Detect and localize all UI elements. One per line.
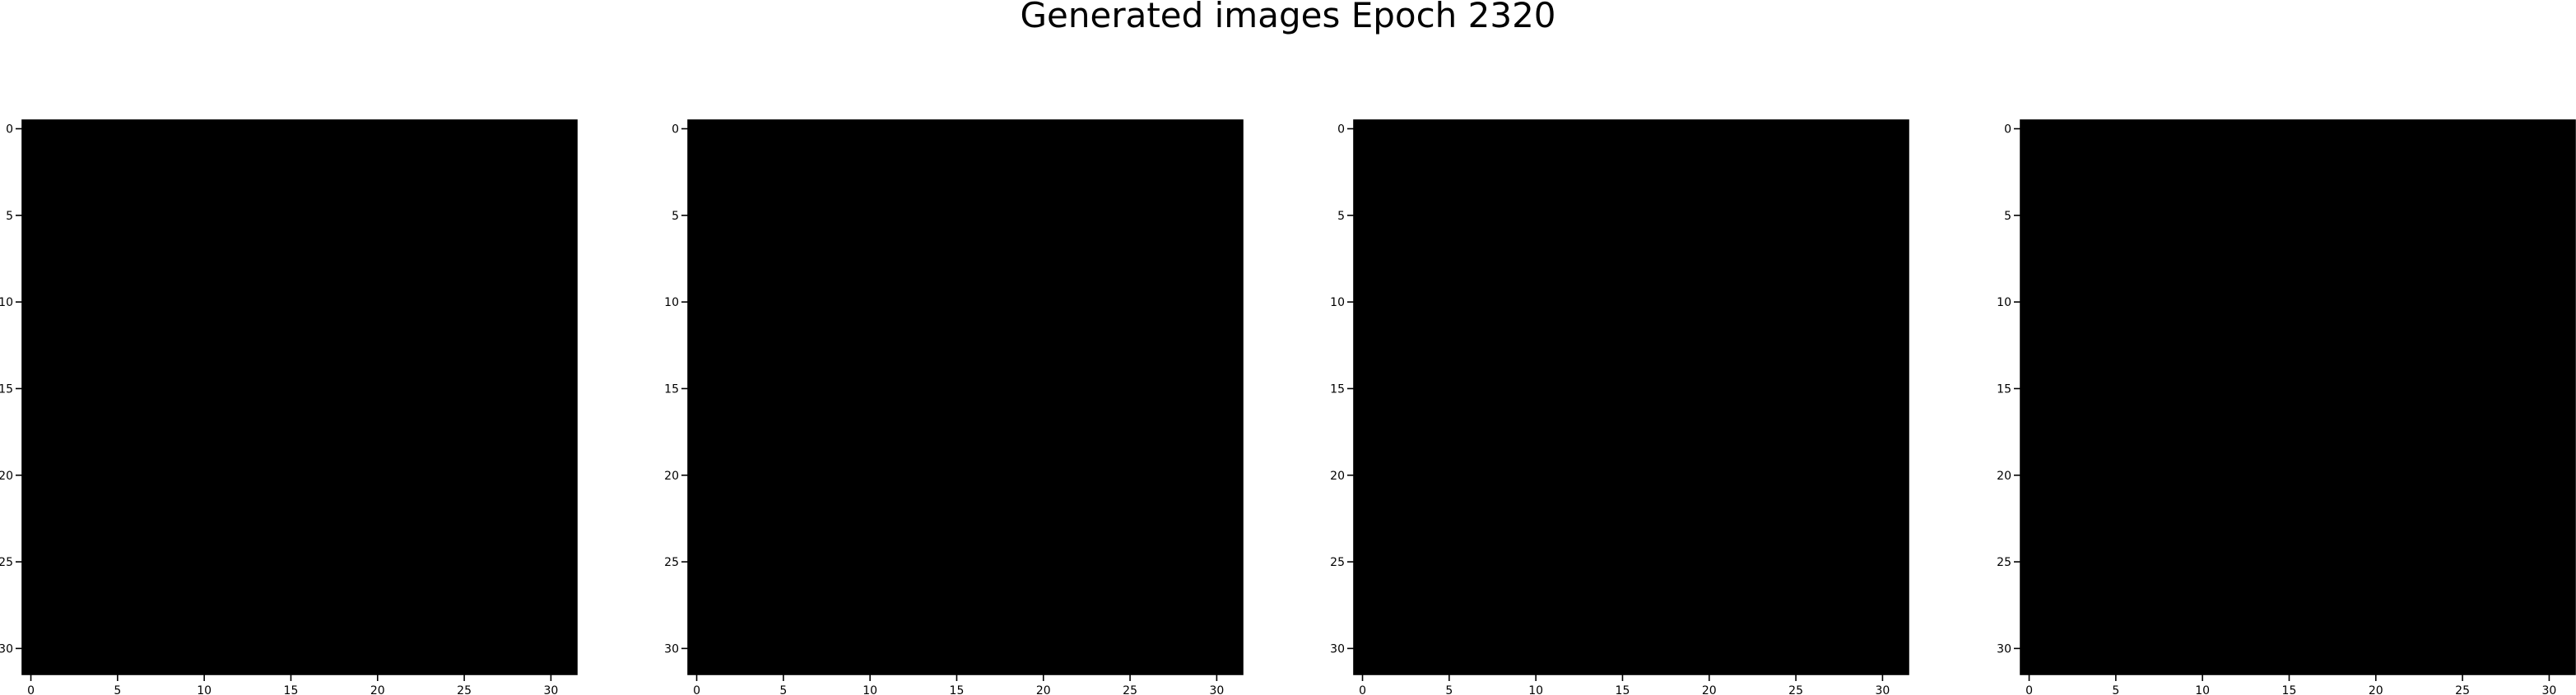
x-tick-label: 10 xyxy=(1528,684,1543,695)
y-tick-label: 5 xyxy=(1337,210,1345,223)
axes-frame xyxy=(1353,119,1909,675)
x-tick-label: 20 xyxy=(1036,684,1051,695)
x-tick-label: 10 xyxy=(863,684,877,695)
x-tick-label: 10 xyxy=(2195,684,2210,695)
subplot-2: 0 5 10 15 20 25 30 0 5 10 15 20 25 30 xyxy=(664,119,1244,695)
subplot-3: 0 5 10 15 20 25 30 0 5 10 15 20 25 30 xyxy=(1330,119,1909,695)
x-tick-label: 0 xyxy=(1359,684,1366,695)
y-tick-label: 30 xyxy=(0,642,13,656)
y-tick-label: 15 xyxy=(1997,382,2011,396)
image-background xyxy=(2020,120,2575,674)
x-tick-label: 5 xyxy=(779,684,787,695)
y-tick-label: 25 xyxy=(1997,556,2011,569)
y-tick-label: 25 xyxy=(664,556,679,569)
axes-frame xyxy=(687,119,1244,675)
image-background xyxy=(1354,120,1909,674)
image-background xyxy=(22,120,577,674)
y-tick-label: 30 xyxy=(1997,642,2011,656)
x-tick-label: 15 xyxy=(1616,684,1630,695)
y-tick-label: 10 xyxy=(1997,296,2011,309)
x-tick-label: 25 xyxy=(457,684,472,695)
y-tick-label: 20 xyxy=(0,470,13,483)
x-tick-label: 0 xyxy=(693,684,700,695)
y-tick-label: 15 xyxy=(664,382,679,396)
x-tick-label: 30 xyxy=(1209,684,1224,695)
y-tick-label: 0 xyxy=(672,123,679,137)
x-tick-label: 20 xyxy=(370,684,385,695)
x-tick-label: 15 xyxy=(950,684,965,695)
axes-frame xyxy=(21,119,578,675)
axes-frame xyxy=(2020,119,2576,675)
x-tick-label: 30 xyxy=(2541,684,2556,695)
y-tick-label: 10 xyxy=(1330,296,1345,309)
y-tick-label: 25 xyxy=(1330,556,1345,569)
x-tick-label: 0 xyxy=(27,684,35,695)
image-background xyxy=(688,120,1243,674)
y-tick-label: 20 xyxy=(664,470,679,483)
y-tick-label: 0 xyxy=(1337,123,1345,137)
x-tick-label: 10 xyxy=(197,684,212,695)
y-tick-label: 5 xyxy=(6,210,13,223)
y-tick-label: 0 xyxy=(2004,123,2011,137)
y-tick-label: 10 xyxy=(0,296,13,309)
subplot-4: 0 5 10 15 20 25 30 0 5 10 15 20 25 30 xyxy=(1997,119,2576,695)
y-tick-label: 5 xyxy=(672,210,679,223)
x-tick-label: 15 xyxy=(284,684,299,695)
x-tick-label: 25 xyxy=(2455,684,2470,695)
x-tick-label: 25 xyxy=(1788,684,1803,695)
figure-title: Generated images Epoch 2320 xyxy=(1020,0,1556,35)
x-tick-label: 25 xyxy=(1123,684,1137,695)
y-tick-label: 30 xyxy=(664,642,679,656)
y-tick-label: 20 xyxy=(1330,470,1345,483)
x-tick-label: 20 xyxy=(1702,684,1717,695)
y-tick-label: 25 xyxy=(0,556,13,569)
x-tick-label: 5 xyxy=(2112,684,2119,695)
x-tick-label: 20 xyxy=(2369,684,2383,695)
x-tick-label: 5 xyxy=(114,684,121,695)
subplot-1: 0 5 10 15 20 25 30 0 5 10 15 20 25 30 xyxy=(0,119,578,695)
x-tick-label: 0 xyxy=(2025,684,2033,695)
y-tick-label: 15 xyxy=(0,382,13,396)
x-tick-label: 15 xyxy=(2282,684,2297,695)
y-tick-label: 30 xyxy=(1330,642,1345,656)
y-tick-label: 10 xyxy=(664,296,679,309)
x-tick-label: 30 xyxy=(1875,684,1890,695)
x-tick-label: 5 xyxy=(1445,684,1453,695)
x-tick-label: 30 xyxy=(543,684,558,695)
y-tick-label: 15 xyxy=(1330,382,1345,396)
y-tick-label: 5 xyxy=(2004,210,2011,223)
y-tick-label: 20 xyxy=(1997,470,2011,483)
y-tick-label: 0 xyxy=(6,123,13,137)
